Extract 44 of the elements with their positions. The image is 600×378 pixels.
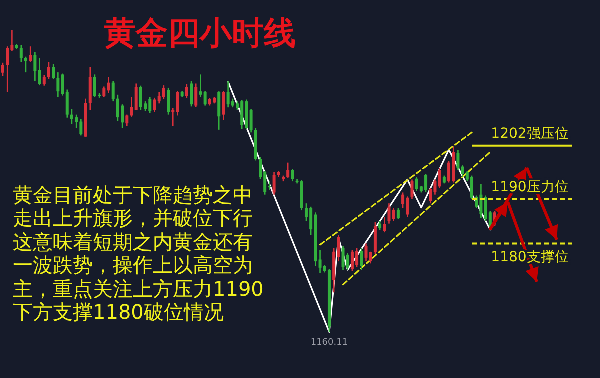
candlestick bbox=[42, 74, 46, 86]
candlestick bbox=[107, 76, 110, 94]
candlestick bbox=[24, 56, 28, 74]
candlestick bbox=[126, 114, 129, 127]
candlestick bbox=[456, 150, 460, 171]
candlestick bbox=[392, 207, 396, 222]
candlestick bbox=[388, 202, 391, 224]
candlestick bbox=[291, 168, 294, 182]
candlestick bbox=[34, 51, 37, 82]
candlestick bbox=[2, 62, 4, 77]
candlestick bbox=[410, 179, 414, 200]
candlestick bbox=[167, 87, 170, 116]
candlestick bbox=[162, 84, 166, 100]
candlestick bbox=[134, 83, 138, 111]
candlestick bbox=[286, 162, 290, 179]
candlestick bbox=[383, 216, 386, 234]
candlestick bbox=[346, 252, 350, 271]
candlestick bbox=[199, 74, 202, 98]
candlestick bbox=[194, 83, 198, 108]
candlestick bbox=[204, 90, 207, 106]
candlestick bbox=[190, 80, 194, 108]
annotation: 黄金目前处于下降趋势之中走出上升旗形，并破位下行这意味着短期之内黄金还有一波跌势，操作上以高空为主，重点关注上方压力1190下方支撑1180破位情况 bbox=[13, 183, 265, 324]
candlestick bbox=[112, 80, 115, 102]
candlestick bbox=[153, 97, 156, 114]
candlestick bbox=[396, 207, 400, 220]
candlestick bbox=[29, 46, 32, 63]
candlestick bbox=[56, 72, 60, 98]
candlestick bbox=[52, 63, 56, 80]
candlestick bbox=[185, 83, 188, 99]
candlestick bbox=[47, 62, 50, 80]
candlestick bbox=[272, 172, 276, 196]
candlestick bbox=[130, 96, 134, 118]
candlestick bbox=[438, 168, 442, 189]
candlestick bbox=[6, 46, 10, 94]
annotation: 1160.11 bbox=[310, 338, 348, 348]
ref-line-label: 1202强压位 bbox=[491, 126, 569, 142]
candlestick bbox=[102, 86, 106, 98]
candlestick bbox=[20, 44, 23, 63]
candlestick bbox=[378, 220, 382, 232]
candlestick bbox=[360, 248, 364, 271]
candlestick bbox=[250, 108, 253, 134]
chart-title: 黄金四小时线 bbox=[104, 14, 296, 52]
candlestick bbox=[222, 90, 226, 121]
candlestick bbox=[38, 58, 42, 86]
